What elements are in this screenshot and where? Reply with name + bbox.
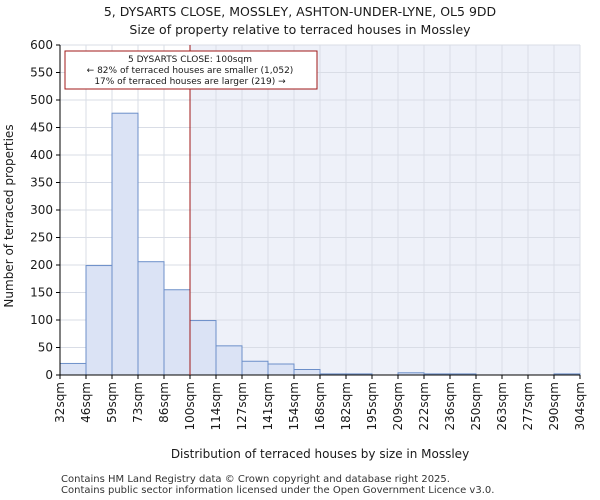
x-tick-label: 304sqm	[573, 382, 587, 430]
annotation-line1: 5 DYSARTS CLOSE: 100sqm	[128, 55, 252, 65]
annotation-line2: ← 82% of terraced houses are smaller (1,…	[87, 66, 294, 76]
y-tick-label: 350	[30, 176, 53, 190]
histogram-bar	[59, 362, 87, 376]
x-tick-label: 100sqm	[183, 382, 197, 430]
x-tick-label: 236sqm	[443, 382, 457, 430]
histogram-bar	[241, 360, 269, 376]
x-tick-label: 263sqm	[495, 382, 509, 430]
x-tick-label: 168sqm	[313, 382, 327, 430]
x-tick-label: 290sqm	[547, 382, 561, 430]
annotation-frame	[64, 50, 318, 90]
y-tick-label: 150	[30, 286, 53, 300]
x-tick-label: 127sqm	[235, 382, 249, 430]
y-tick-label: 550	[30, 66, 53, 80]
x-tick-label: 250sqm	[469, 382, 483, 430]
x-tick-label: 59sqm	[105, 382, 119, 423]
x-tick-label: 141sqm	[261, 382, 275, 430]
histogram-bar	[189, 320, 217, 376]
footer-line1: Contains HM Land Registry data © Crown c…	[61, 474, 450, 485]
x-tick-label: 73sqm	[131, 382, 145, 423]
y-tick-label: 250	[30, 231, 53, 245]
y-tick-label: 500	[30, 93, 53, 107]
chart-title-line2: Size of property relative to terraced ho…	[129, 22, 471, 37]
annotation-line3: 17% of terraced houses are larger (219) …	[94, 77, 286, 87]
x-tick-label: 32sqm	[53, 382, 67, 423]
y-axis-label: Number of terraced properties	[2, 124, 16, 307]
y-tick-label: 50	[38, 341, 53, 355]
histogram-bar	[111, 112, 139, 376]
x-tick-label: 195sqm	[365, 382, 379, 430]
footer-line2: Contains public sector information licen…	[61, 485, 494, 496]
x-axis-label: Distribution of terraced houses by size …	[171, 447, 469, 461]
y-tick-label: 300	[30, 203, 53, 217]
x-tick-label: 46sqm	[79, 382, 93, 423]
histogram-bar	[267, 363, 295, 376]
x-tick-label: 209sqm	[391, 382, 405, 430]
x-tick-label: 182sqm	[339, 382, 353, 430]
y-tick-label: 100	[30, 313, 53, 327]
histogram-bar	[163, 289, 191, 376]
histogram-bar	[293, 369, 321, 376]
y-tick-label: 0	[45, 368, 53, 382]
annotation-box: 5 DYSARTS CLOSE: 100sqm ← 82% of terrace…	[64, 50, 318, 90]
y-tick-label: 600	[30, 38, 53, 52]
histogram-bar	[85, 265, 113, 376]
x-tick-label: 86sqm	[157, 382, 171, 423]
x-tick-label: 222sqm	[417, 382, 431, 430]
y-tick-label: 400	[30, 148, 53, 162]
chart-title-line1: 5, DYSARTS CLOSE, MOSSLEY, ASHTON-UNDER-…	[104, 4, 496, 19]
histogram-bar	[137, 261, 165, 376]
histogram-bar	[215, 345, 243, 376]
y-tick-label: 200	[30, 258, 53, 272]
x-tick-label: 277sqm	[521, 382, 535, 430]
y-tick-label: 450	[30, 121, 53, 135]
x-tick-label: 154sqm	[287, 382, 301, 430]
x-tick-label: 114sqm	[209, 382, 223, 430]
